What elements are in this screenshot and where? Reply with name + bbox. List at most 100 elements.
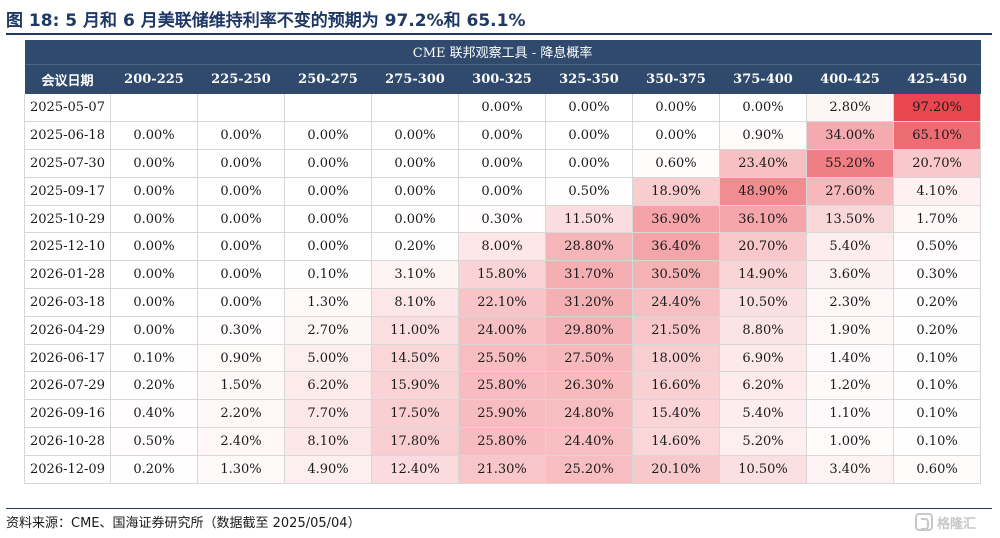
probability-cell: 5.00% bbox=[284, 344, 372, 373]
probability-cell: 31.70% bbox=[545, 260, 633, 290]
probability-cell bbox=[371, 94, 459, 123]
probability-cell: 0.00% bbox=[284, 177, 372, 206]
probability-cell bbox=[197, 94, 285, 123]
probability-cell: 1.50% bbox=[197, 371, 285, 401]
header-rate-range: 425-450 bbox=[893, 63, 981, 94]
probability-table-wrapper: CME 联邦观察工具 - 降息概率 会议日期 200-225 225-250 250-… bbox=[24, 40, 982, 484]
probability-cell: 0.30% bbox=[197, 316, 285, 345]
probability-cell: 0.00% bbox=[197, 232, 285, 262]
probability-cell: 0.10% bbox=[893, 399, 982, 429]
probability-cell: 1.40% bbox=[806, 344, 894, 373]
meeting-date-cell: 2025-07-30 bbox=[24, 149, 111, 178]
probability-cell: 15.80% bbox=[458, 260, 546, 290]
table-row: 2026-07-29 0.20% 1.50% 6.20% 15.90% 25.80% 26.… bbox=[24, 371, 982, 401]
probability-cell: 11.50% bbox=[545, 205, 633, 234]
meeting-date-cell: 2026-10-28 bbox=[24, 427, 111, 456]
probability-cell: 14.50% bbox=[371, 344, 459, 373]
probability-cell: 1.30% bbox=[197, 455, 285, 484]
meeting-date-cell: 2026-09-16 bbox=[24, 399, 111, 429]
probability-cell: 48.90% bbox=[719, 177, 807, 206]
meeting-date-cell: 2026-04-29 bbox=[24, 316, 111, 345]
probability-cell: 0.00% bbox=[458, 121, 546, 151]
probability-cell: 0.20% bbox=[893, 316, 982, 345]
probability-cell: 24.40% bbox=[632, 288, 720, 317]
probability-cell: 3.10% bbox=[371, 260, 459, 290]
probability-cell: 0.00% bbox=[458, 94, 546, 123]
probability-cell: 0.00% bbox=[110, 232, 198, 262]
probability-cell: 1.30% bbox=[284, 288, 372, 317]
probability-cell: 0.00% bbox=[110, 149, 198, 178]
probability-cell: 0.60% bbox=[632, 149, 720, 178]
table-row: 2025-05-07 0.00% 0.00% 0.00% 0.00% 2.80% 97.20… bbox=[24, 94, 982, 123]
probability-cell: 2.80% bbox=[806, 94, 894, 123]
probability-cell: 17.50% bbox=[371, 399, 459, 429]
table-header-row: 会议日期 200-225 225-250 250-275 275-300 300-325 3… bbox=[24, 63, 981, 94]
probability-cell: 0.00% bbox=[371, 121, 459, 151]
probability-cell bbox=[284, 94, 372, 123]
probability-cell: 15.90% bbox=[371, 371, 459, 401]
header-rate-range: 350-375 bbox=[632, 63, 720, 94]
table-row: 2026-09-16 0.40% 2.20% 7.70% 17.50% 25.90% 24.… bbox=[24, 399, 982, 429]
probability-cell: 28.80% bbox=[545, 232, 633, 262]
probability-cell: 0.20% bbox=[893, 288, 982, 317]
probability-cell bbox=[110, 94, 198, 123]
probability-cell: 4.10% bbox=[893, 177, 982, 206]
table-row: 2026-06-17 0.10% 0.90% 5.00% 14.50% 25.50% 27.… bbox=[24, 344, 982, 373]
probability-cell: 0.10% bbox=[110, 344, 198, 373]
probability-cell: 24.80% bbox=[545, 399, 633, 429]
meeting-date-cell: 2026-03-18 bbox=[24, 288, 111, 317]
probability-cell: 5.40% bbox=[719, 399, 807, 429]
probability-cell: 0.00% bbox=[284, 121, 372, 151]
probability-cell: 34.00% bbox=[806, 121, 894, 151]
probability-cell: 65.10% bbox=[893, 121, 982, 151]
table-row: 2026-04-29 0.00% 0.30% 2.70% 11.00% 24.00% 29.… bbox=[24, 316, 982, 345]
probability-cell: 14.90% bbox=[719, 260, 807, 290]
probability-cell: 18.00% bbox=[632, 344, 720, 373]
probability-cell: 6.20% bbox=[284, 371, 372, 401]
meeting-date-cell: 2025-06-18 bbox=[24, 121, 111, 151]
probability-cell: 0.00% bbox=[632, 121, 720, 151]
probability-cell: 18.90% bbox=[632, 177, 720, 206]
table-row: 2025-06-18 0.00% 0.00% 0.00% 0.00% 0.00% 0.00%… bbox=[24, 121, 982, 151]
table-row: 2025-09-17 0.00% 0.00% 0.00% 0.00% 0.00% 0.50%… bbox=[24, 177, 982, 206]
probability-cell: 23.40% bbox=[719, 149, 807, 178]
probability-cell: 0.00% bbox=[110, 260, 198, 290]
probability-cell: 0.00% bbox=[371, 205, 459, 234]
probability-cell: 10.50% bbox=[719, 288, 807, 317]
probability-cell: 0.00% bbox=[110, 177, 198, 206]
probability-cell: 0.50% bbox=[545, 177, 633, 206]
probability-cell: 0.20% bbox=[371, 232, 459, 262]
probability-cell: 0.00% bbox=[371, 149, 459, 178]
probability-cell: 6.90% bbox=[719, 344, 807, 373]
header-rate-range: 300-325 bbox=[458, 63, 546, 94]
probability-cell: 0.00% bbox=[197, 260, 285, 290]
probability-cell: 2.40% bbox=[197, 427, 285, 456]
probability-cell: 0.20% bbox=[110, 371, 198, 401]
probability-cell: 21.50% bbox=[632, 316, 720, 345]
probability-cell: 2.70% bbox=[284, 316, 372, 345]
probability-cell: 0.00% bbox=[284, 205, 372, 234]
meeting-date-cell: 2025-09-17 bbox=[24, 177, 111, 206]
probability-cell: 29.80% bbox=[545, 316, 633, 345]
meeting-date-cell: 2026-01-28 bbox=[24, 260, 111, 290]
rate-probability-table: CME 联邦观察工具 - 降息概率 会议日期 200-225 225-250 250-… bbox=[24, 40, 982, 484]
probability-cell: 26.30% bbox=[545, 371, 633, 401]
probability-cell: 5.40% bbox=[806, 232, 894, 262]
probability-cell: 20.70% bbox=[893, 149, 982, 178]
probability-cell: 0.00% bbox=[110, 121, 198, 151]
probability-cell: 20.70% bbox=[719, 232, 807, 262]
table-row: 2026-10-28 0.50% 2.40% 8.10% 17.80% 25.80% 24.… bbox=[24, 427, 982, 456]
probability-cell: 8.80% bbox=[719, 316, 807, 345]
probability-cell: 0.00% bbox=[197, 121, 285, 151]
probability-cell: 0.00% bbox=[197, 177, 285, 206]
probability-cell: 0.00% bbox=[110, 316, 198, 345]
probability-cell: 0.00% bbox=[458, 149, 546, 178]
probability-cell: 0.00% bbox=[284, 232, 372, 262]
header-rate-range: 225-250 bbox=[197, 63, 285, 94]
probability-cell: 36.10% bbox=[719, 205, 807, 234]
table-row: 2025-10-29 0.00% 0.00% 0.00% 0.00% 0.30% 11.50… bbox=[24, 205, 982, 234]
probability-cell: 13.50% bbox=[806, 205, 894, 234]
probability-cell: 14.60% bbox=[632, 427, 720, 456]
probability-cell: 8.10% bbox=[284, 427, 372, 456]
probability-cell: 0.40% bbox=[110, 399, 198, 429]
